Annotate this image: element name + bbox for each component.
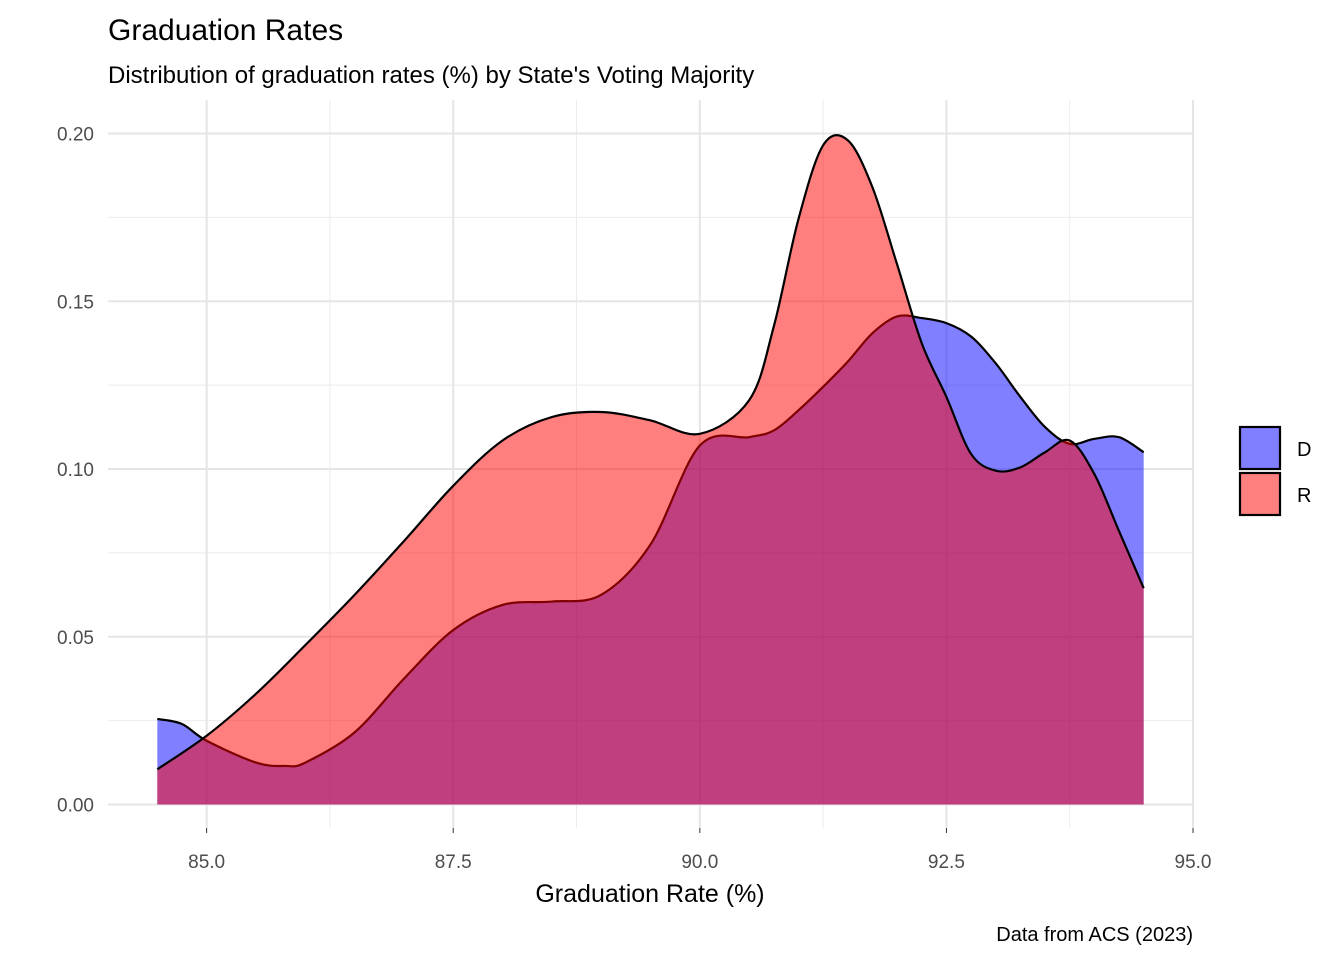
plot-panel bbox=[108, 100, 1194, 828]
y-axis: 0.00 0.05 0.10 0.15 0.20 bbox=[57, 125, 94, 817]
y-tick-label: 0.15 bbox=[57, 292, 94, 313]
x-axis-title: Graduation Rate (%) bbox=[535, 880, 764, 908]
density-line-r bbox=[156, 134, 1145, 771]
x-tick-label: 90.0 bbox=[681, 852, 718, 873]
y-tick-label: 0.10 bbox=[57, 460, 94, 481]
x-tick-label: 95.0 bbox=[1175, 852, 1212, 873]
legend-key-d bbox=[1238, 425, 1282, 471]
chart-subtitle: Distribution of graduation rates (%) by … bbox=[108, 62, 754, 89]
legend-key-r bbox=[1238, 471, 1282, 517]
x-tick-label: 87.5 bbox=[435, 852, 472, 873]
density-areas bbox=[156, 134, 1145, 805]
x-tick-label: 92.5 bbox=[928, 852, 965, 873]
chart-title: Graduation Rates bbox=[108, 14, 343, 47]
y-tick-label: 0.00 bbox=[57, 796, 94, 817]
density-area-r bbox=[157, 135, 1144, 805]
y-tick-label: 0.05 bbox=[57, 628, 94, 649]
x-tick-label: 85.0 bbox=[188, 852, 225, 873]
legend-label-d: D bbox=[1297, 439, 1311, 461]
chart-caption: Data from ACS (2023) bbox=[996, 924, 1193, 946]
y-tick-label: 0.20 bbox=[57, 125, 94, 146]
x-axis: 85.0 87.5 90.0 92.5 95.0 bbox=[188, 828, 1211, 873]
legend: DR bbox=[1238, 425, 1311, 517]
legend-label-r: R bbox=[1297, 485, 1311, 507]
